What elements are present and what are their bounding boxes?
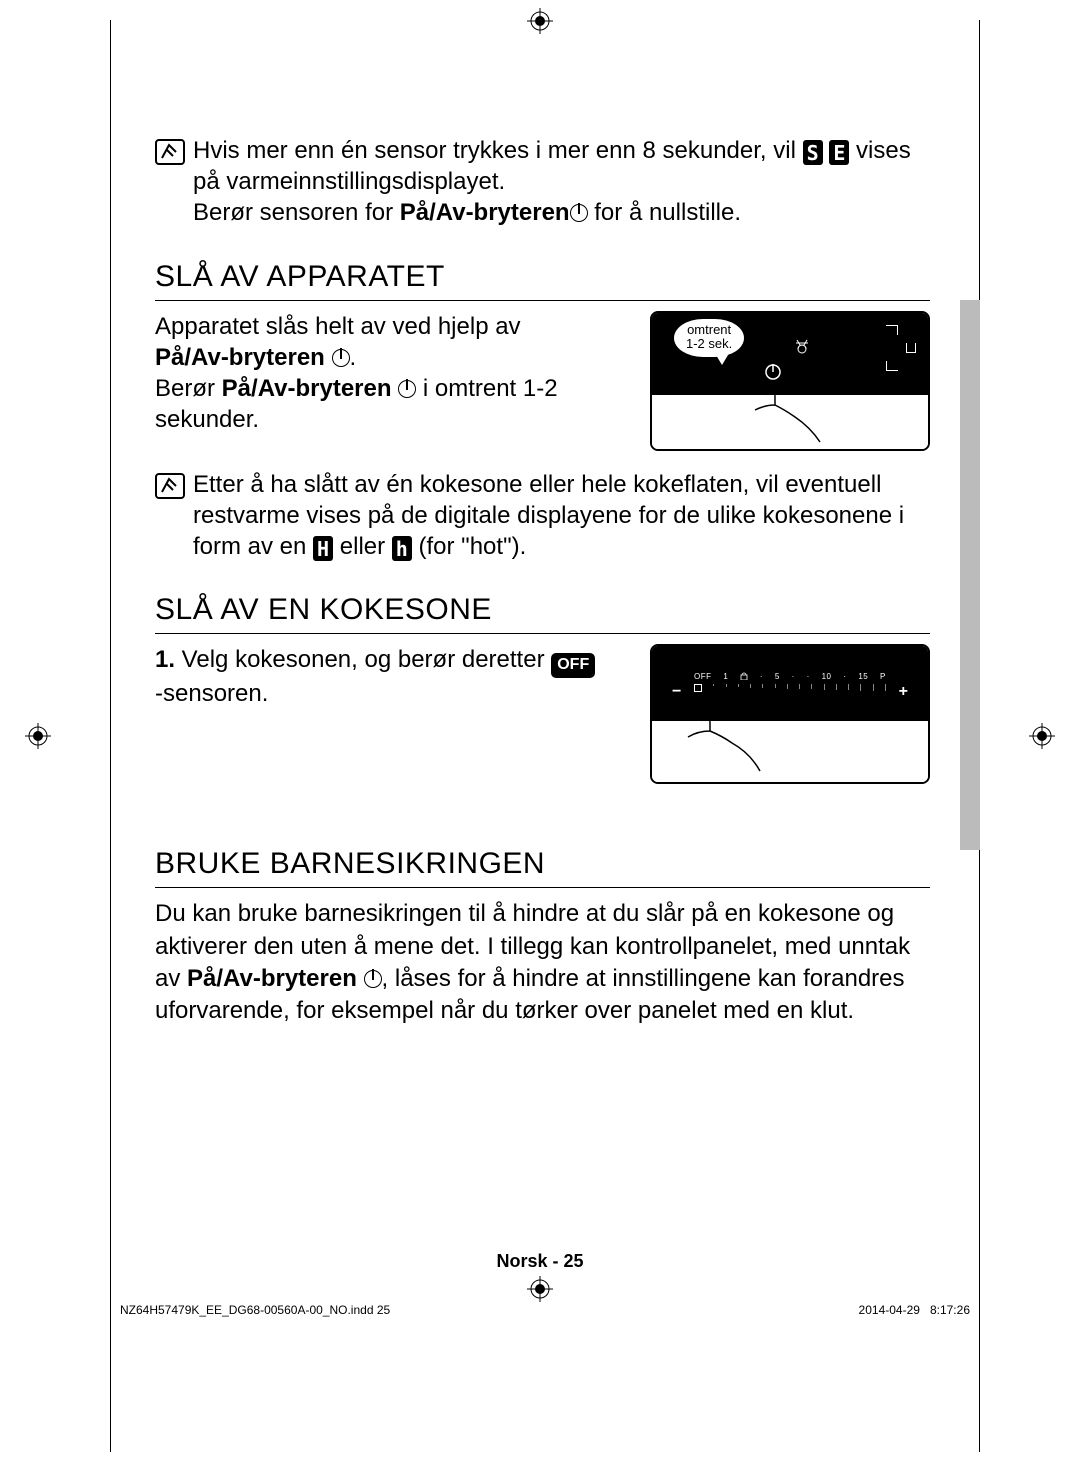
text: Hvis mer enn én sensor trykkes i mer enn…	[193, 137, 803, 164]
bold-text: På/Av-bryteren	[155, 344, 332, 371]
hand-icon	[680, 713, 770, 778]
text: Apparatet slås helt av ved hjelp av	[155, 313, 521, 340]
footer-time: 8:17:26	[930, 1303, 970, 1317]
scale-label: 10	[822, 672, 832, 682]
text: Etter å ha slått av én kokesone eller he…	[193, 471, 904, 560]
zone-indicator	[886, 325, 898, 335]
display-char-e: E	[829, 140, 849, 165]
power-icon	[398, 380, 416, 398]
scale-label: P	[880, 672, 886, 682]
speech-bubble: omtrent 1-2 sek.	[674, 319, 744, 358]
bubble-line2: 1-2 sek.	[686, 336, 732, 351]
section-text: 1. Velg kokesonen, og berør deretter OFF…	[155, 644, 630, 709]
display-char-s: S	[803, 140, 823, 165]
footer-timestamp: 2014-04-29 8:17:26	[859, 1303, 970, 1317]
text: -sensoren.	[155, 680, 268, 707]
heading-childlock: BRUKE BARNESIKRINGEN	[155, 844, 930, 888]
bold-text: På/Av-bryteren	[222, 375, 399, 402]
text: Berør	[155, 375, 222, 402]
zone-indicator	[906, 343, 916, 353]
display-char-h-lower: h	[392, 536, 412, 561]
zone-indicator	[886, 361, 898, 371]
note-residual-heat: Etter å ha slått av én kokesone eller he…	[155, 469, 930, 563]
text: .	[350, 344, 357, 371]
section-turnoff-device: Apparatet slås helt av ved hjelp av På/A…	[155, 311, 930, 451]
text: (for "hot").	[419, 533, 527, 560]
display-char-h-upper: H	[313, 536, 333, 561]
scale-label: 15	[858, 672, 868, 682]
registration-mark-left	[25, 723, 51, 749]
footer-lang: Norsk -	[496, 1251, 563, 1271]
scale-label: OFF	[694, 672, 712, 682]
bold-text: På/Av-bryteren	[400, 199, 570, 226]
off-label: OFF	[551, 653, 595, 678]
bold-text: På/Av-bryteren	[187, 965, 364, 992]
footer-date: 2014-04-29	[859, 1303, 920, 1317]
note-icon	[155, 473, 185, 499]
childlock-paragraph: Du kan bruke barnesikringen til å hindre…	[155, 898, 930, 1028]
footer-filename: NZ64H57479K_EE_DG68-00560A-00_NO.indd 25	[120, 1303, 390, 1317]
step-number: 1.	[155, 646, 175, 673]
note-text: Hvis mer enn én sensor trykkes i mer enn…	[193, 135, 930, 229]
registration-mark-right	[1029, 723, 1055, 749]
text: for å nullstille.	[588, 199, 741, 226]
heading-turnoff-zone: SLÅ AV EN KOKESONE	[155, 590, 930, 634]
hand-icon	[747, 387, 827, 447]
scale-label: 1	[723, 672, 728, 682]
scale-label: 5	[775, 672, 780, 682]
note-text: Etter å ha slått av én kokesone eller he…	[193, 469, 930, 563]
heat-scale: − + OFF 1 · 5 · · 10 · 15	[672, 670, 908, 700]
note-sensor-8sec: Hvis mer enn én sensor trykkes i mer enn…	[155, 135, 930, 229]
heading-turnoff-device: SLÅ AV APPARATET	[155, 257, 930, 301]
lock-mini-icon	[740, 672, 748, 680]
note-icon	[155, 139, 185, 165]
illustration-power-off: omtrent 1-2 sek.	[650, 311, 930, 451]
footer-page: 25	[564, 1251, 584, 1271]
power-icon	[364, 970, 382, 988]
text: Berør sensoren for	[193, 199, 400, 226]
bubble-line1: omtrent	[687, 322, 731, 337]
text: Velg kokesonen, og berør deretter	[175, 646, 551, 673]
power-icon	[570, 204, 588, 222]
content-area: Hvis mer enn én sensor trykkes i mer enn…	[110, 0, 980, 1028]
lock-icon	[792, 337, 812, 357]
power-icon	[332, 349, 350, 367]
text: eller	[340, 533, 392, 560]
illustration-zone-off: − + OFF 1 · 5 · · 10 · 15	[650, 644, 930, 784]
footer-page-number: Norsk - 25	[0, 1251, 1080, 1272]
section-turnoff-zone: 1. Velg kokesonen, og berør deretter OFF…	[155, 644, 930, 784]
power-icon-white	[764, 363, 782, 381]
section-text: Apparatet slås helt av ved hjelp av På/A…	[155, 311, 630, 436]
